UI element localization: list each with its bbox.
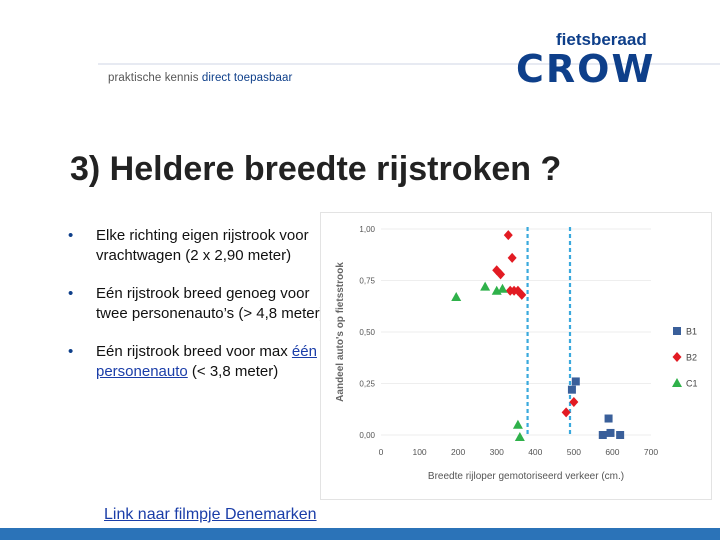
bullet-dot-icon: • bbox=[68, 343, 74, 360]
b2-point bbox=[513, 285, 523, 296]
bottom-bar bbox=[0, 528, 720, 540]
b2-point bbox=[503, 230, 513, 241]
legend-marker-c1 bbox=[672, 378, 682, 387]
b1-point bbox=[567, 385, 576, 394]
legend-marker-b1 bbox=[673, 327, 681, 335]
y-tick-label: 1,00 bbox=[359, 225, 375, 234]
brand-subtitle: fietsberaad bbox=[556, 30, 647, 49]
bullet-dot-icon: • bbox=[68, 227, 74, 244]
tagline-accent: direct toepasbaar bbox=[201, 72, 293, 84]
c1-point bbox=[497, 283, 508, 293]
tagline-prefix: praktische kennis bbox=[108, 72, 199, 84]
x-tick-label: 700 bbox=[644, 447, 658, 457]
x-tick-label: 0 bbox=[379, 447, 384, 457]
b2-point bbox=[561, 407, 571, 418]
b1-point bbox=[571, 377, 580, 386]
crow-logo: CROW bbox=[516, 50, 655, 86]
personenauto-link[interactable]: één personenauto bbox=[96, 343, 317, 380]
bullet-text-pre: Eén rijstrook breed voor max bbox=[96, 343, 292, 360]
legend-marker-b2 bbox=[672, 352, 682, 362]
b2-point bbox=[492, 265, 502, 276]
b1-point bbox=[598, 431, 607, 439]
x-tick-label: 200 bbox=[451, 447, 465, 457]
legend-label: C1 bbox=[686, 379, 698, 389]
scatter-chart-svg: 0,00 0,25 0,50 0,75 1,00 0 100 200 300 400 500 600 7… bbox=[335, 225, 698, 482]
y-tick-label: 0,25 bbox=[359, 380, 375, 389]
bullet-item: • Eén rijstrook breed voor max één perso… bbox=[68, 342, 328, 382]
bullet-text: Elke richting eigen rijstrook voor vrach… bbox=[96, 227, 309, 264]
bullet-list: • Elke richting eigen rijstrook voor vra… bbox=[68, 226, 328, 400]
b1-point bbox=[616, 431, 625, 439]
header-divider bbox=[0, 0, 720, 120]
b2-point bbox=[496, 269, 506, 280]
b2-point bbox=[517, 289, 527, 300]
bullet-item: • Elke richting eigen rijstrook voor vra… bbox=[68, 226, 328, 266]
y-tick-label: 0,50 bbox=[359, 328, 375, 337]
x-tick-label: 400 bbox=[528, 447, 542, 457]
bullet-item: • Eén rijstrook breed genoeg voor twee p… bbox=[68, 284, 328, 324]
x-tick-label: 600 bbox=[605, 447, 619, 457]
film-link[interactable]: Link naar filmpje Denemarken bbox=[104, 506, 317, 523]
b1-point bbox=[606, 428, 615, 437]
x-axis-title: Breedte rijloper gemotoriseerd verkeer (… bbox=[428, 471, 624, 482]
c1-point bbox=[451, 291, 462, 301]
y-axis-title: Aandeel auto's op fietsstrook bbox=[335, 262, 346, 402]
c1-point bbox=[514, 432, 525, 442]
legend-label: B2 bbox=[686, 353, 697, 363]
tagline: praktische kennis direct toepasbaar bbox=[108, 72, 292, 84]
x-tick-label: 500 bbox=[567, 447, 581, 457]
crow-logo-text: CROW bbox=[516, 50, 655, 86]
legend-label: B1 bbox=[686, 327, 697, 337]
b1-point bbox=[604, 414, 613, 423]
bullet-text-post: (< 3,8 meter) bbox=[187, 363, 279, 380]
x-tick-label: 300 bbox=[490, 447, 504, 457]
scatter-chart: 0,00 0,25 0,50 0,75 1,00 0 100 200 300 400 500 600 7… bbox=[320, 212, 712, 500]
bullet-text: Eén rijstrook breed genoeg voor twee per… bbox=[96, 285, 325, 322]
c1-point bbox=[512, 419, 523, 429]
b2-point bbox=[569, 397, 579, 408]
y-tick-label: 0,75 bbox=[359, 277, 375, 286]
y-tick-label: 0,00 bbox=[359, 431, 375, 440]
x-tick-label: 100 bbox=[412, 447, 426, 457]
bullet-dot-icon: • bbox=[68, 285, 74, 302]
b2-point bbox=[507, 252, 517, 263]
slide-title: 3) Heldere breedte rijstroken ? bbox=[70, 150, 562, 188]
c1-point bbox=[480, 281, 491, 291]
